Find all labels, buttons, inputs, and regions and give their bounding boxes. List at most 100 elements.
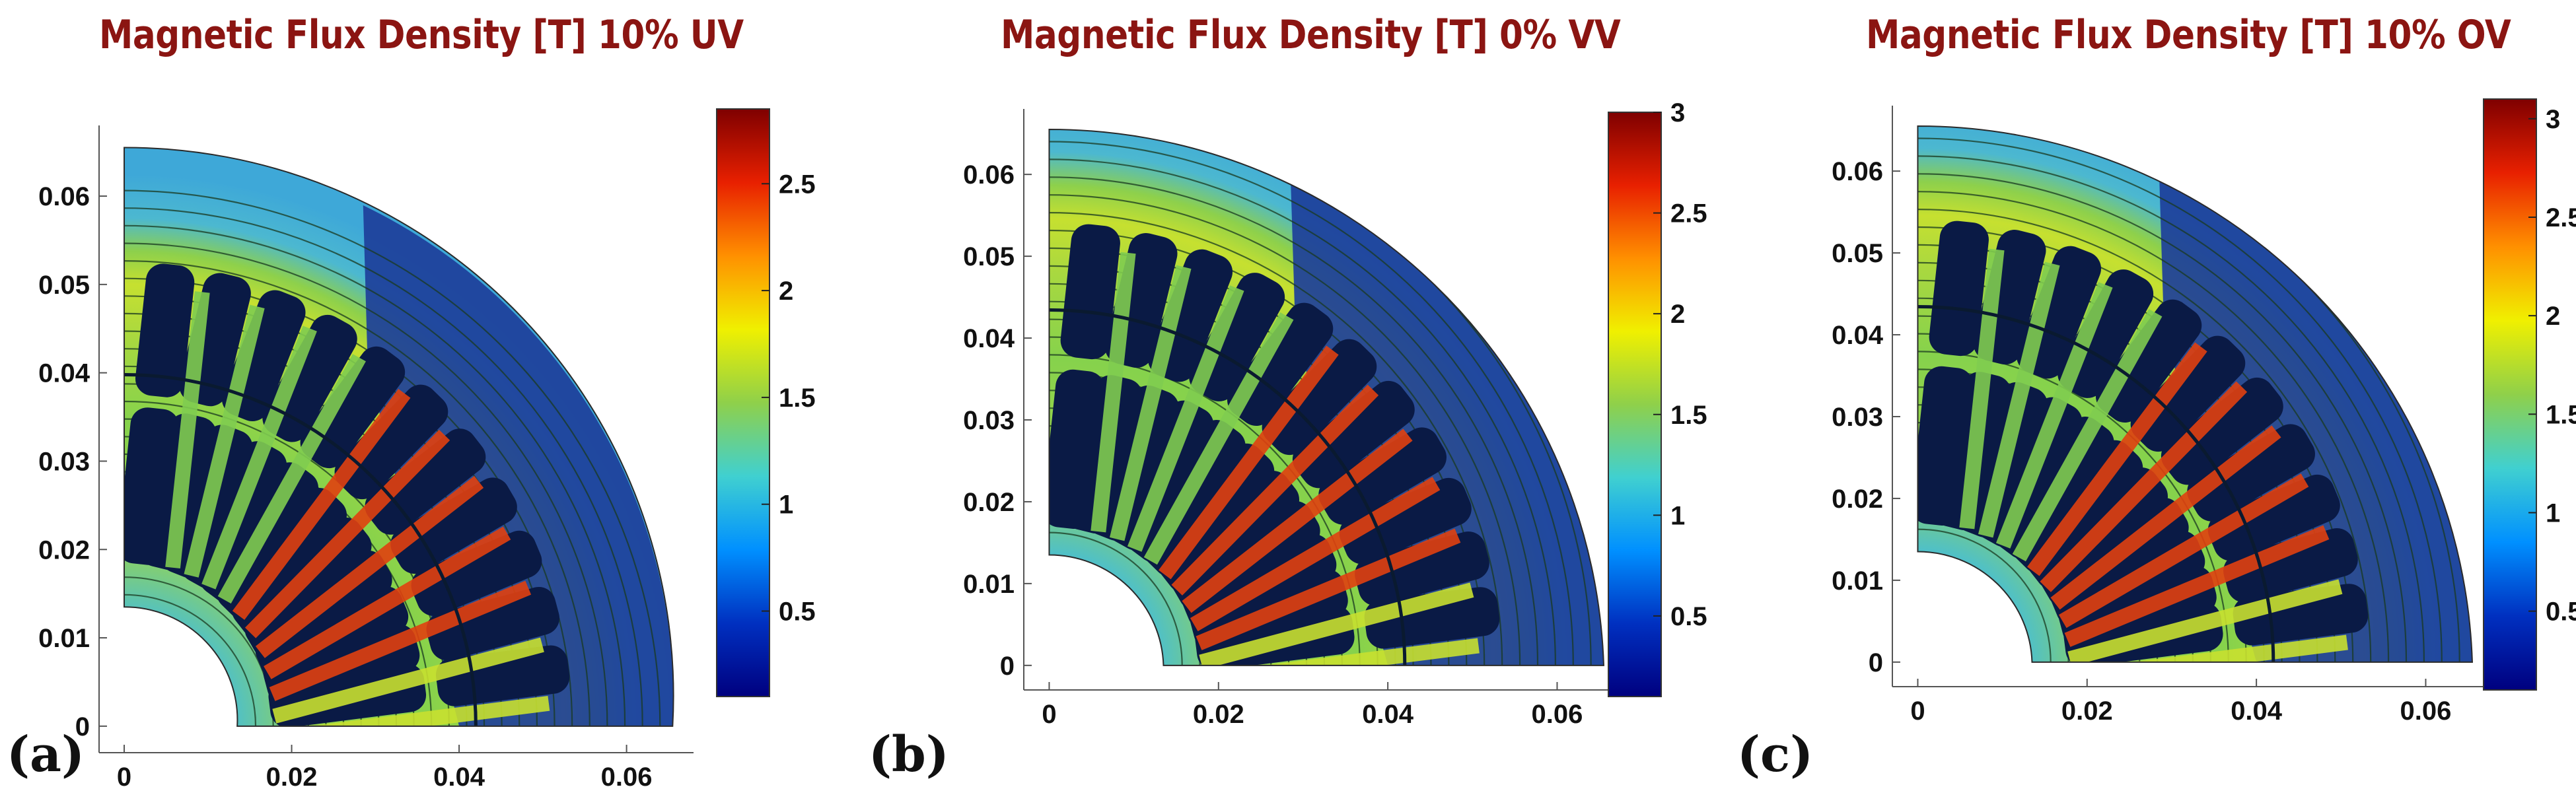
panel-label: (c)	[1737, 726, 1814, 783]
panel-c: Magnetic Flux Density [T] 10% OV 0 0.01 0.…	[1717, 0, 2576, 787]
tooth-flux	[2064, 525, 2330, 647]
tooth-flux	[2058, 473, 2309, 629]
y-tick-label: 0.05	[38, 271, 90, 300]
y-tick-label: 0.03	[1832, 403, 1883, 432]
flux-plot: 0 0.01 0.02 0.03 0.04 0.05 0.06 0 0.02 0.04 0.06 0.…	[38, 108, 816, 787]
x-tick-label: 0.06	[1532, 700, 1583, 729]
colorbar-tick-label: 2	[2546, 302, 2560, 331]
tooth-flux	[2040, 381, 2248, 592]
chart-title: Magnetic Flux Density [T] 0% VV	[1001, 12, 1621, 58]
rotor-slot	[1929, 221, 1989, 357]
tooth-flux	[2050, 425, 2281, 610]
air-gap	[1917, 305, 2275, 662]
y-tick-label: 0.01	[1832, 566, 1883, 596]
rotor-slot	[2161, 377, 2283, 485]
colorbar-tick-label: 3	[2546, 105, 2560, 134]
flux-field	[124, 147, 674, 726]
rotor-slot	[1318, 427, 1447, 525]
rotor-slot	[2187, 424, 2315, 522]
colorbar-tick-label: 2.5	[779, 170, 816, 199]
y-tick-label: 0.06	[963, 160, 1015, 189]
colorbar-tick-label: 1.5	[1670, 401, 1707, 430]
colorbar-tick-label: 1.5	[2546, 400, 2576, 429]
air-gap	[124, 373, 478, 726]
flux-line	[1917, 137, 2443, 662]
rotor-slot	[1262, 339, 1377, 456]
panel-b: Magnetic Flux Density [T] 0% VV 0 0.01 0.0…	[859, 0, 1717, 787]
flux-line	[124, 189, 661, 726]
y-tick-label: 0.03	[38, 447, 90, 476]
flux-field	[1049, 129, 1604, 666]
tooth-flux	[1091, 252, 1136, 533]
slot-group	[1049, 224, 1136, 533]
flux-line	[124, 224, 626, 726]
tooth-flux	[1171, 384, 1379, 596]
rotor-slot	[2207, 474, 2340, 561]
x-tick-label: 0.06	[2400, 697, 2452, 726]
y-tick-label: 0.05	[963, 242, 1015, 271]
flux-line	[1049, 141, 1574, 666]
tooth-flux	[264, 526, 511, 679]
stator-slot	[1049, 369, 1105, 530]
rotor-slot	[1292, 380, 1415, 489]
rotor-slot	[1227, 302, 1334, 426]
slot-group	[124, 263, 210, 569]
flux-line	[1049, 212, 1503, 666]
panel-label: (b)	[869, 726, 949, 783]
colorbar-tick-label: 3	[1670, 98, 1685, 127]
flux-line	[124, 594, 257, 726]
tooth-flux	[1959, 248, 2005, 530]
colorbar: 0.5 1 1.5 2 2.5	[716, 108, 816, 697]
tooth-flux	[2067, 634, 2348, 662]
chart-title: Magnetic Flux Density [T] 10% UV	[99, 12, 744, 58]
rotor-slot	[1339, 477, 1472, 565]
rotor-slot	[390, 477, 517, 574]
y-tick-label: 0.04	[38, 359, 90, 388]
air-gap	[1049, 308, 1407, 666]
colorbar-tick-label: 2	[1670, 300, 1685, 329]
flux-line	[1049, 158, 1556, 666]
x-tick-label: 0.02	[2061, 697, 2113, 726]
rotor-slot	[2130, 335, 2246, 452]
tooth-flux	[1182, 428, 1413, 613]
rotor-slot	[1355, 531, 1489, 606]
x-tick-label: 0	[1042, 700, 1056, 729]
y-tick-label: 0.01	[38, 624, 90, 653]
flux-line	[1917, 209, 2372, 662]
x-tick-label: 0.02	[266, 763, 318, 787]
rotor-slot	[135, 263, 195, 397]
colorbar-tick-label: 1	[2546, 499, 2560, 528]
geometry-outline	[124, 147, 674, 727]
colorbar-scale	[716, 108, 770, 697]
y-tick-label: 0.03	[963, 406, 1015, 435]
stator-slot	[1917, 366, 1974, 526]
tooth-flux	[165, 291, 210, 569]
x-tick-label: 0.04	[2231, 697, 2283, 726]
tooth-flux	[269, 580, 532, 701]
x-tick-label: 0	[1910, 697, 1925, 726]
colorbar-tick-label: 0.5	[1670, 602, 1707, 631]
y-tick-label: 0.04	[963, 324, 1015, 353]
rotor-slot	[334, 384, 448, 500]
x-tick-label: 0.04	[1362, 700, 1414, 729]
y-tick-label: 0	[75, 712, 90, 741]
stator-slot	[124, 407, 179, 565]
colorbar-tick-label: 0.5	[779, 598, 816, 627]
flux-line	[1917, 173, 2408, 662]
colorbar-scale	[2483, 98, 2537, 691]
x-tick-label: 0.04	[433, 763, 485, 787]
flux-line	[1049, 194, 1521, 666]
x-tick-label: 0.02	[1193, 700, 1244, 729]
flux-line	[1049, 531, 1183, 666]
panel-a: Magnetic Flux Density [T] 10% UV 0 0.01 0.…	[0, 0, 859, 787]
x-tick-label: 0.06	[601, 763, 653, 787]
tooth-flux	[244, 429, 450, 638]
axes: 0 0.01 0.02 0.03 0.04 0.05 0.06 0 0.02 0.04 0.06	[38, 125, 694, 787]
tooth-flux	[1109, 265, 1192, 541]
colorbar-tick-label: 2.5	[2546, 203, 2576, 232]
colorbar-tick-label: 1	[779, 491, 793, 520]
flux-field	[1917, 125, 2472, 662]
flux-line	[124, 242, 608, 726]
tooth-flux	[1190, 477, 1441, 632]
rotor-slot	[1060, 224, 1120, 360]
